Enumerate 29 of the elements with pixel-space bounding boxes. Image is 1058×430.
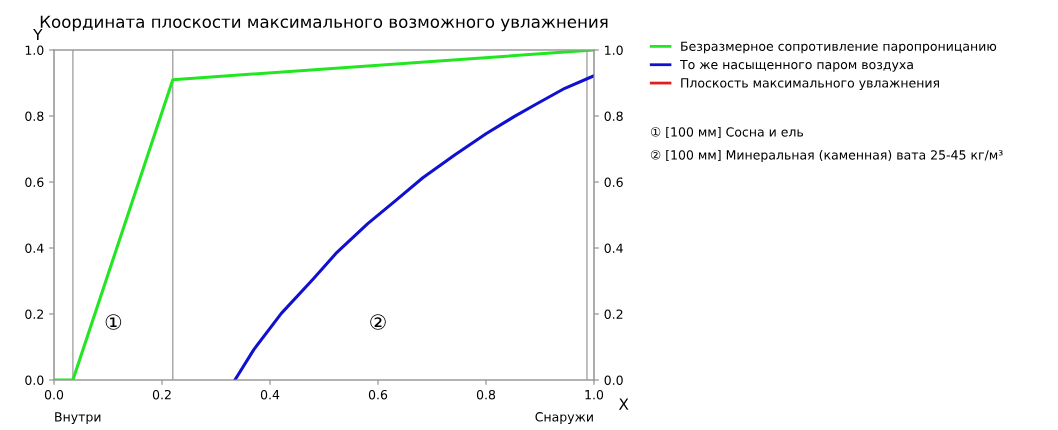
y2-tick-label: 0.4 <box>604 243 623 253</box>
y2-tick-label: 0.2 <box>604 309 623 319</box>
y-tick-label: 0.2 <box>25 309 44 319</box>
legend-label: Безразмерное сопротивление паропроницанию <box>681 41 997 54</box>
x-tick-label: 0.6 <box>368 389 388 400</box>
text: ② [100 мм] Минеральная (каменная) вата 25-45 кг/м³ <box>650 149 1003 163</box>
y-tick-label: 0.8 <box>25 111 44 121</box>
annotation: ② <box>370 314 386 330</box>
y2-tick-label: 0.0 <box>604 375 623 385</box>
y2-tick-label: 0.8 <box>604 111 623 121</box>
x-tick-label: 0.4 <box>260 389 280 400</box>
line-series <box>233 74 594 380</box>
x-tick-label: 0.2 <box>152 389 171 400</box>
text: Снаружи <box>535 412 593 424</box>
y-tick-label: 0.6 <box>25 177 44 187</box>
y2-tick-label: 1.0 <box>605 45 623 55</box>
x-axis-title: X <box>618 398 629 410</box>
text: ① [100 мм] Сосна и ель <box>650 126 804 139</box>
x-tick-label: 0.8 <box>476 389 496 400</box>
text: Внутри <box>55 412 101 424</box>
legend-label: То же насыщенного паром воздуха <box>679 59 913 72</box>
annotation: ① <box>105 314 122 330</box>
y-tick-label: 0.4 <box>25 243 44 253</box>
y2-tick-label: 0.6 <box>604 177 623 187</box>
x-tick-label: 1.0 <box>585 389 604 400</box>
y-tick-label: 1.0 <box>25 45 44 55</box>
legend-label: Плоскость максимального увлажнения <box>681 78 939 91</box>
y-tick-label: 0.0 <box>25 375 44 385</box>
x-tick-label: 0.0 <box>44 389 64 400</box>
